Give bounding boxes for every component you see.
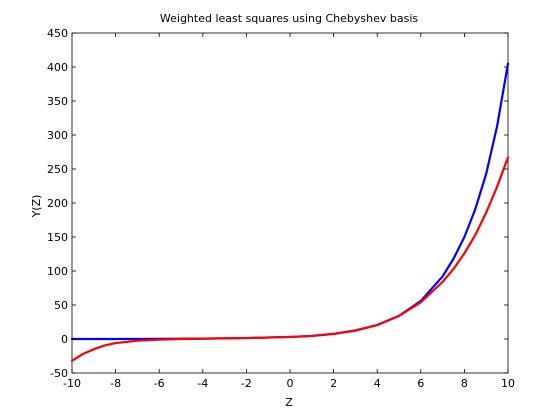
y-tick-label: 450: [47, 27, 68, 40]
x-tick-label: -4: [197, 377, 208, 390]
x-tick-label: 6: [417, 377, 424, 390]
x-tick-label: -8: [110, 377, 121, 390]
y-tick-label: 100: [47, 265, 68, 278]
series-line-red: [70, 156, 510, 362]
plot-area: [71, 32, 509, 374]
chart-title: Weighted least squares using Chebyshev b…: [160, 12, 418, 25]
y-tick-label: 150: [47, 231, 68, 244]
ticks-layer: -10 -8 -6 -4 -2 0 2 4 6 8 10 -50 0 50 100 150 200 250 300 3…: [47, 27, 515, 390]
x-tick-label: 0: [287, 377, 294, 390]
x-tick-label: 2: [330, 377, 337, 390]
series-layer: [70, 62, 510, 362]
x-tick-label: 8: [461, 377, 468, 390]
y-tick-label: 250: [47, 163, 68, 176]
x-tick-label: -10: [63, 377, 81, 390]
x-tick-label: -2: [241, 377, 252, 390]
y-axis-label: Y(Z): [30, 195, 43, 219]
y-tick-label: 350: [47, 95, 68, 108]
y-tick-label: 50: [54, 299, 68, 312]
x-tick-label: 4: [374, 377, 381, 390]
x-tick-label: 10: [501, 377, 515, 390]
y-tick-label: 200: [47, 197, 68, 210]
x-tick-label: -6: [154, 377, 165, 390]
y-tick-label: 400: [47, 61, 68, 74]
y-tick-label: 0: [61, 333, 68, 346]
y-tick-label: -50: [50, 367, 68, 380]
x-axis-label: Z: [285, 396, 293, 409]
y-tick-label: 300: [47, 129, 68, 142]
